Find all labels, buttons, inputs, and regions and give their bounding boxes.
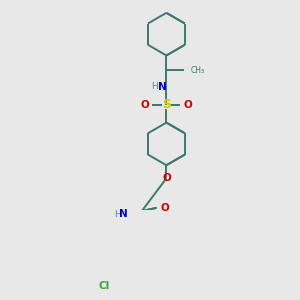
- Text: N: N: [119, 209, 128, 219]
- Text: O: O: [141, 100, 149, 110]
- Text: O: O: [183, 100, 192, 110]
- Text: H: H: [152, 82, 158, 91]
- Text: S: S: [162, 98, 171, 111]
- Text: O: O: [160, 203, 169, 213]
- Text: CH₃: CH₃: [190, 66, 204, 75]
- Text: O: O: [162, 173, 171, 183]
- Text: H: H: [114, 210, 121, 219]
- Text: Cl: Cl: [98, 280, 110, 291]
- Text: N: N: [158, 82, 167, 92]
